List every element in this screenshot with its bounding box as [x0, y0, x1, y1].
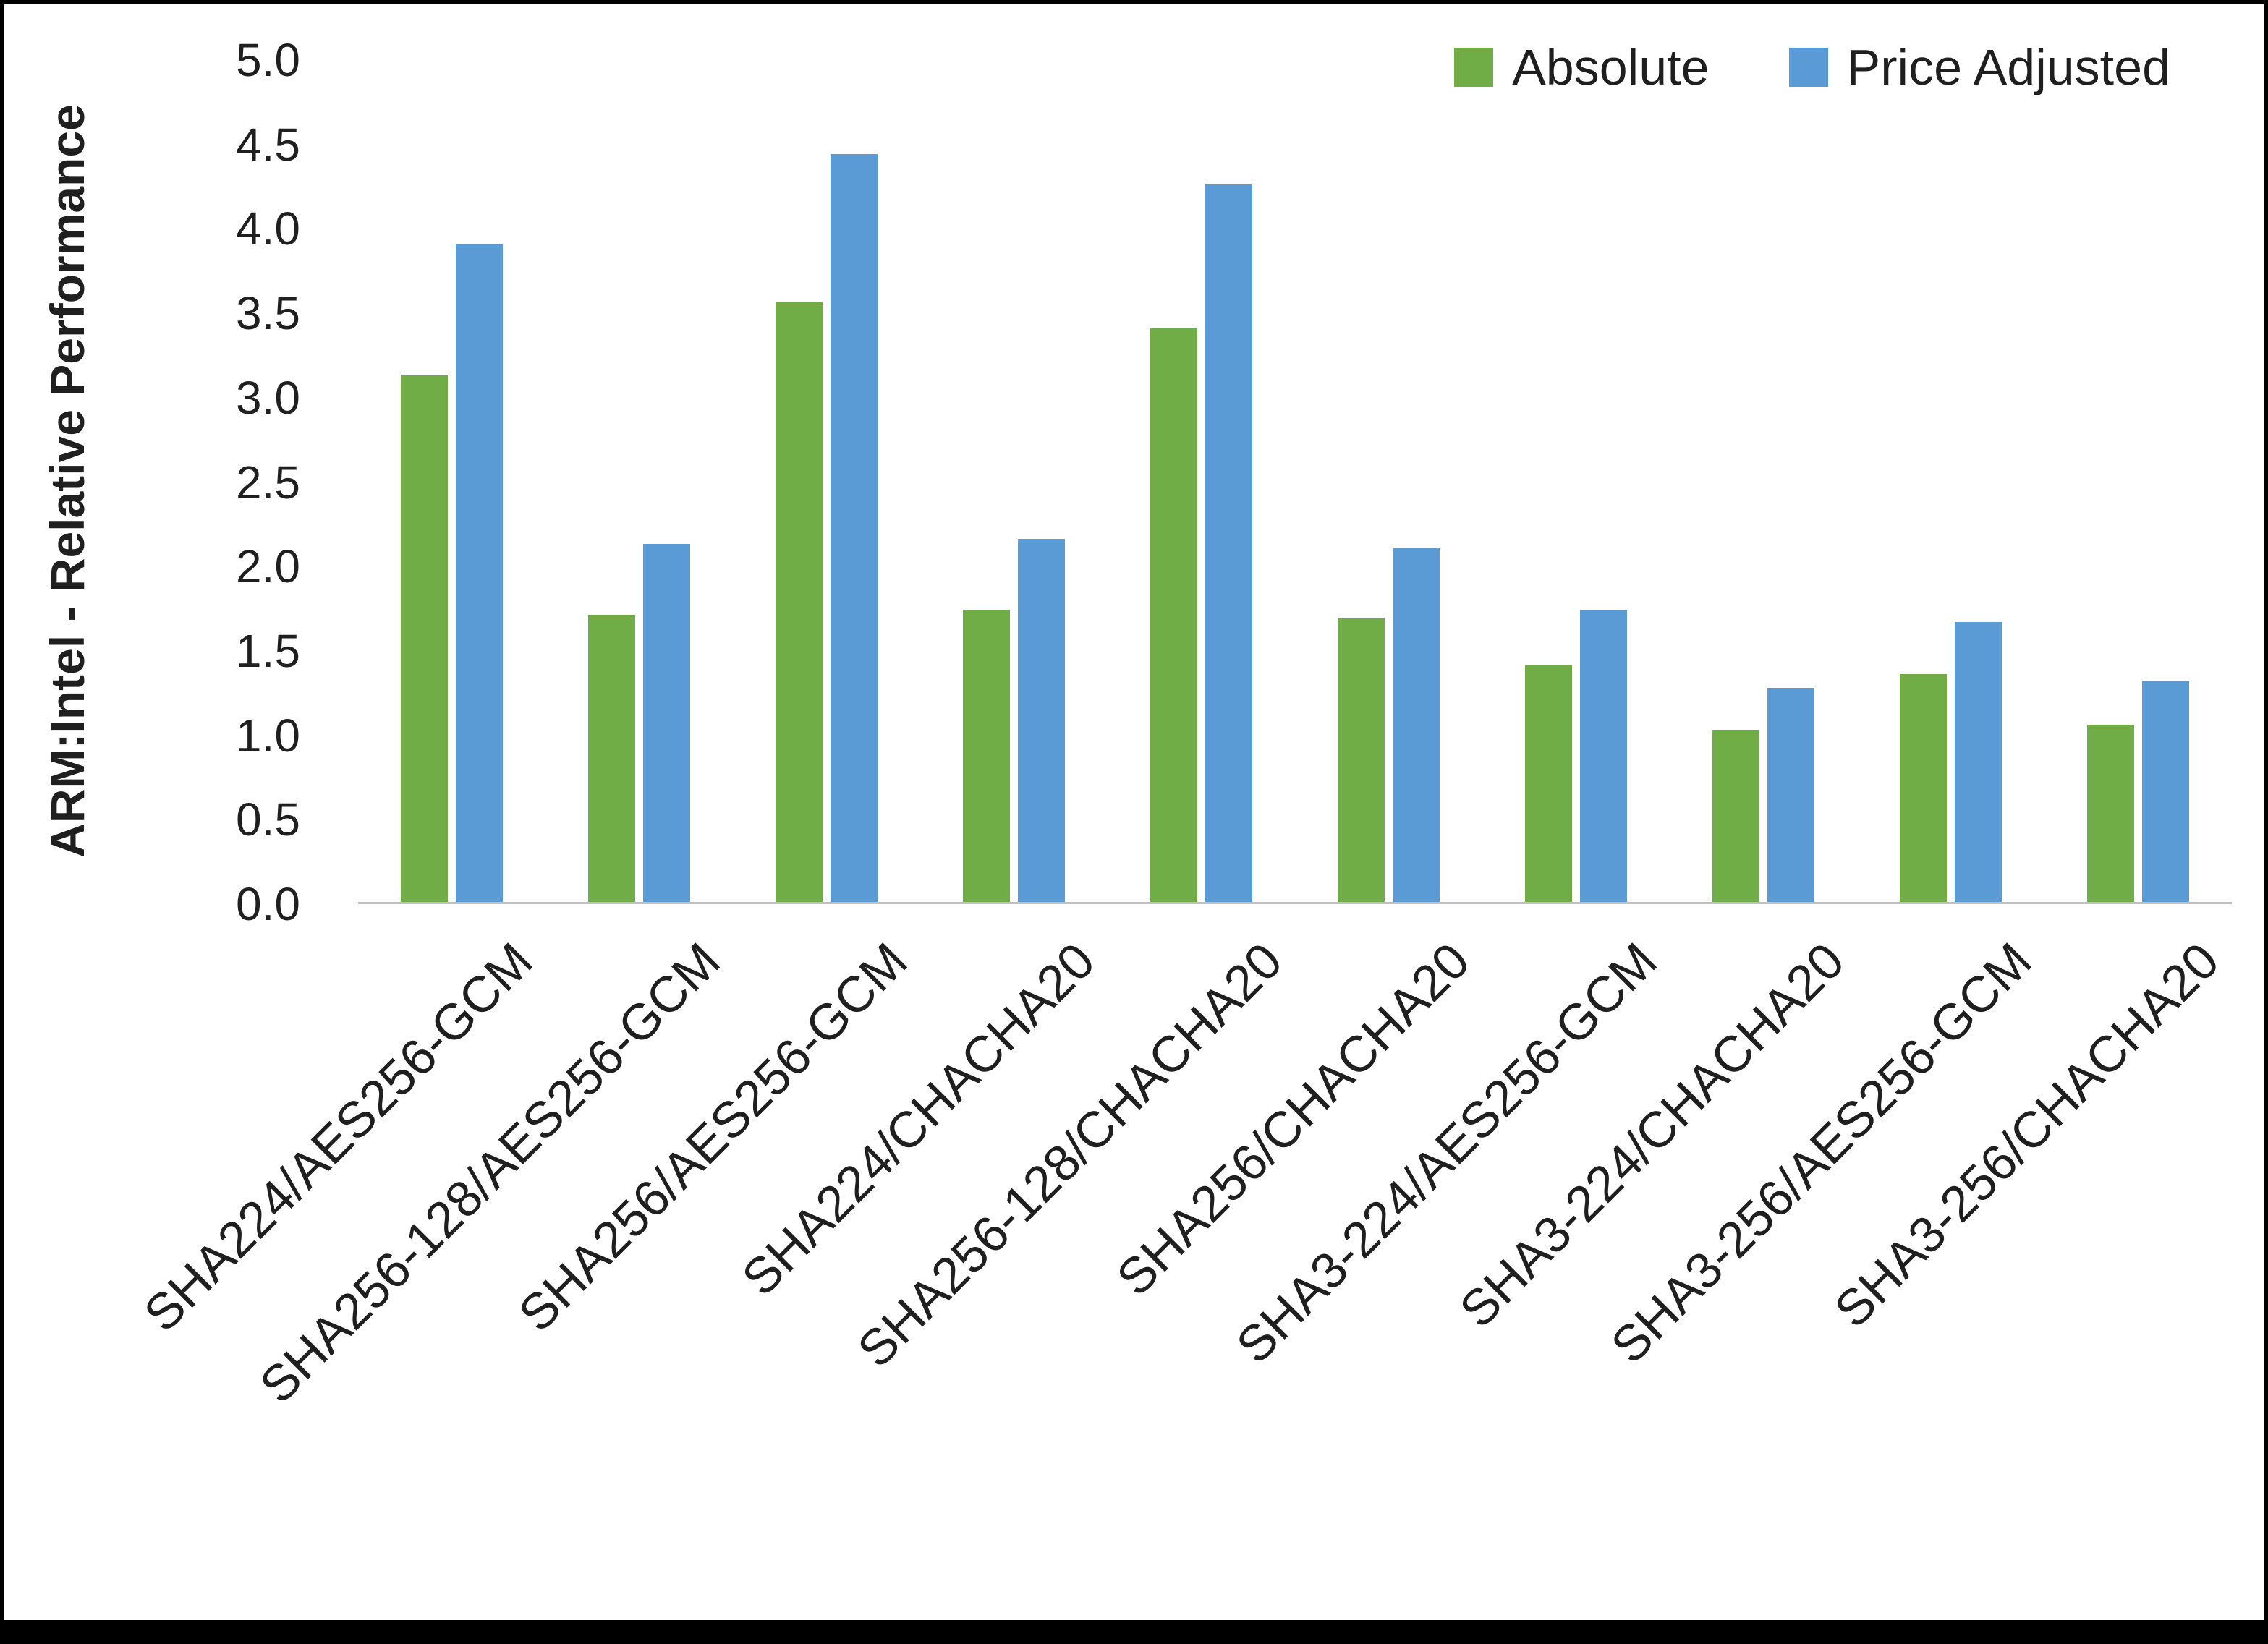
bar-price-adjusted: [1955, 621, 2002, 902]
y-tick-label: 1.5: [236, 624, 300, 677]
legend-label-price-adjusted: Price Adjusted: [1846, 39, 2170, 95]
bar-absolute: [1712, 729, 1759, 902]
legend-swatch-absolute: [1454, 48, 1494, 87]
bar-absolute: [1524, 665, 1572, 902]
x-axis-category-label: SHA256-128/AES256-GCM: [248, 932, 731, 1414]
legend-item-price-adjusted: Price Adjusted: [1788, 38, 2170, 96]
bar-absolute: [1337, 618, 1385, 902]
legend-swatch-price-adjusted: [1788, 48, 1828, 87]
bar-absolute: [1150, 328, 1197, 902]
y-tick-label: 3.5: [236, 287, 300, 340]
bar-absolute: [400, 375, 448, 902]
bar-price-adjusted: [456, 243, 504, 902]
y-tick-label: 0.5: [236, 793, 300, 846]
y-tick-label: 0.0: [236, 878, 300, 930]
bar-price-adjusted: [1393, 547, 1440, 902]
y-axis-title: ARM:Intel - Relative Performance: [41, 104, 94, 858]
y-tick-label: 4.0: [236, 203, 300, 255]
y-tick-label: 1.0: [236, 709, 300, 762]
bar-absolute: [1899, 673, 1947, 902]
legend-item-absolute: Absolute: [1454, 38, 1710, 96]
y-tick-label: 4.5: [236, 118, 300, 171]
bar-absolute: [962, 610, 1010, 902]
legend: Absolute Price Adjusted: [1454, 38, 2170, 96]
y-tick-label: 2.0: [236, 540, 300, 593]
bar-price-adjusted: [2142, 681, 2190, 902]
bar-absolute: [2086, 724, 2134, 902]
bar-price-adjusted: [1018, 539, 1066, 902]
bar-price-adjusted: [1767, 687, 1815, 902]
bar-absolute: [775, 302, 823, 902]
legend-label-absolute: Absolute: [1512, 39, 1710, 95]
bar-price-adjusted: [1580, 610, 1628, 902]
plot-area: [358, 60, 2232, 904]
y-tick-label: 5.0: [236, 34, 300, 86]
y-axis-ticks: 5.0 4.5 4.0 3.5 3.0 2.5 2.0 1.5 1.0 0.5 0.0: [112, 34, 300, 930]
y-tick-label: 3.0: [236, 371, 300, 424]
bottom-black-bar: [4, 1620, 2264, 1640]
bar-price-adjusted: [831, 154, 878, 902]
bar-absolute: [587, 615, 635, 902]
y-tick-label: 2.5: [236, 456, 300, 508]
x-axis-labels: SHA224/AES256-GCM SHA256-128/AES256-GCM SH…: [4, 904, 2264, 1598]
bar-price-adjusted: [1205, 184, 1253, 902]
bar-price-adjusted: [643, 544, 691, 902]
